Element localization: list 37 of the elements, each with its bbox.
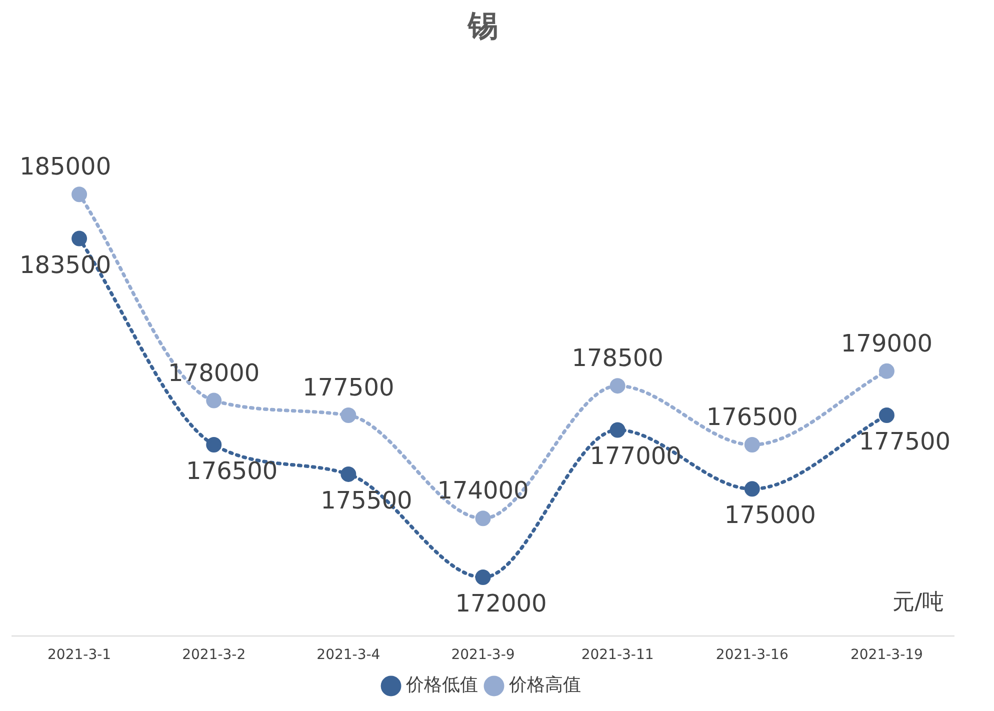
data-label: 172000 xyxy=(455,590,547,618)
point xyxy=(72,230,88,246)
x-tick-label: 2021-3-2 xyxy=(182,647,246,664)
point xyxy=(206,436,222,452)
data-label: 177000 xyxy=(590,442,682,470)
point xyxy=(72,186,88,202)
text: 元/吨 xyxy=(892,590,944,615)
point xyxy=(475,510,491,526)
x-tick-label: 2021-3-1 xyxy=(48,647,112,664)
x-tick-label: 2021-3-11 xyxy=(581,647,654,664)
point xyxy=(340,466,356,482)
data-label: 174000 xyxy=(437,476,529,505)
data-label: 179000 xyxy=(840,329,933,358)
point xyxy=(206,392,222,408)
point xyxy=(878,363,894,379)
point xyxy=(878,408,894,424)
x-tick-label: 2021-3-9 xyxy=(451,647,515,664)
x-tick-label: 2021-3-4 xyxy=(316,647,380,664)
data-label: 178000 xyxy=(168,358,260,387)
point xyxy=(610,378,626,394)
data-label: 177500 xyxy=(302,374,394,402)
legend-label: 价格高值 xyxy=(508,674,581,696)
legend-label: 价格低值 xyxy=(405,674,478,696)
x-tick-label: 2021-3-19 xyxy=(850,647,923,664)
point xyxy=(340,408,356,424)
data-label: 175000 xyxy=(724,501,816,530)
chart-title: 锡 xyxy=(467,8,498,44)
x-tick-label: 2021-3-16 xyxy=(716,647,788,664)
data-label: 178500 xyxy=(572,344,664,372)
data-label: 177500 xyxy=(858,428,951,456)
data-label: 185000 xyxy=(19,152,112,181)
point xyxy=(610,422,626,438)
point xyxy=(475,570,491,586)
data-label: 176500 xyxy=(706,402,798,431)
point xyxy=(744,436,760,452)
data-label: 176500 xyxy=(186,456,278,485)
point xyxy=(744,481,760,497)
